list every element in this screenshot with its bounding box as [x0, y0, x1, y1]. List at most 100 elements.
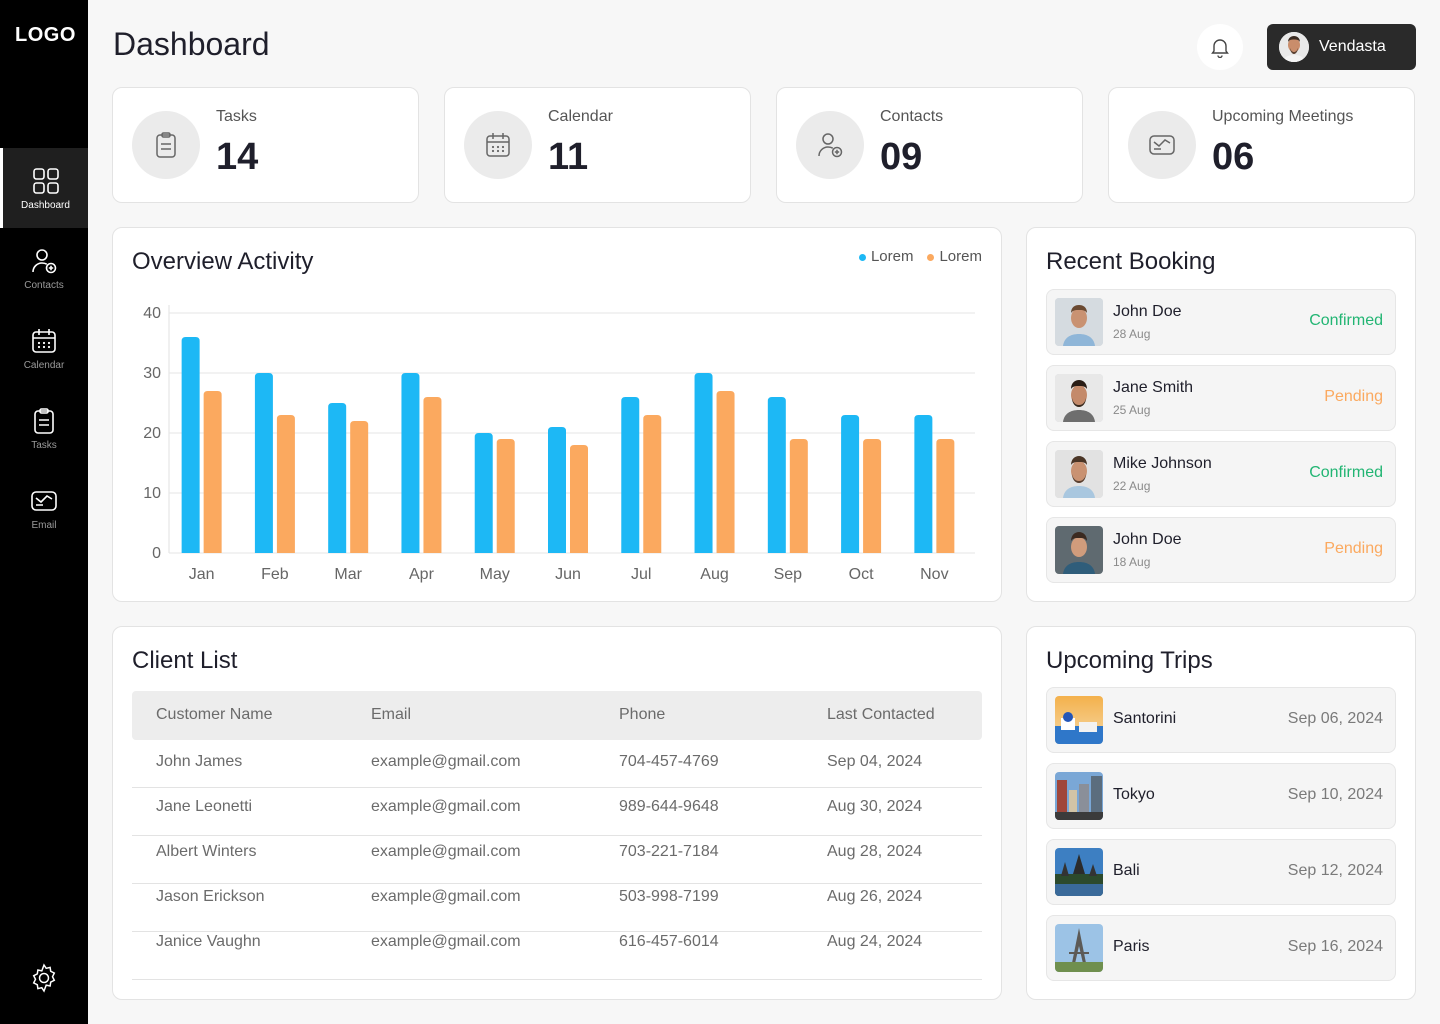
client-list-title: Client List: [132, 647, 238, 674]
table-row[interactable]: Jason Erickson example@gmail.com 503-998…: [132, 884, 982, 932]
x-tick-label: Jun: [555, 566, 581, 583]
cell-name: Jason Erickson: [156, 888, 265, 905]
sidebar-item-contacts[interactable]: Contacts: [0, 228, 88, 308]
table-row[interactable]: Jane Leonetti example@gmail.com 989-644-…: [132, 788, 982, 836]
cell-name: Janice Vaughn: [156, 933, 261, 950]
stat-card-calendar[interactable]: Calendar 11: [444, 87, 751, 203]
stat-card-meetings[interactable]: Upcoming Meetings 06: [1108, 87, 1415, 203]
cell-name: Albert Winters: [156, 843, 257, 860]
bar-series-2: [496, 439, 515, 553]
trip-item[interactable]: Bali Sep 12, 2024: [1046, 839, 1396, 905]
sidebar-item-dashboard[interactable]: Dashboard: [0, 148, 88, 228]
bar-series-1: [914, 415, 933, 553]
sidebar: LOGO Dashboard Contacts Calendar Tasks: [0, 0, 88, 1024]
bar-series-2: [789, 439, 808, 553]
status-badge: Confirmed: [1309, 312, 1383, 329]
y-tick-label: 40: [143, 305, 161, 322]
bar-series-1: [181, 337, 200, 553]
trips-title: Upcoming Trips: [1046, 647, 1213, 674]
stat-label: Upcoming Meetings: [1212, 108, 1354, 125]
booking-name: Jane Smith: [1113, 379, 1194, 396]
contacts-icon: [32, 248, 57, 273]
y-tick-label: 30: [143, 365, 161, 382]
avatar: [1279, 32, 1309, 62]
booking-date: 22 Aug: [1113, 479, 1151, 493]
trip-date: Sep 06, 2024: [1287, 710, 1383, 727]
column-header[interactable]: Phone: [619, 706, 666, 723]
bar-series-1: [401, 373, 420, 553]
y-tick-label: 10: [143, 485, 161, 502]
gear-icon[interactable]: [28, 962, 60, 994]
booking-item[interactable]: John Doe 28 Aug Confirmed: [1046, 289, 1396, 355]
overview-activity-card: Overview Activity Lorem Lorem 0 10 20 30 40 J…: [112, 227, 1002, 602]
overview-title: Overview Activity: [132, 248, 314, 275]
trip-name: Paris: [1113, 938, 1150, 955]
table-row[interactable]: Albert Winters example@gmail.com 703-221…: [132, 836, 982, 884]
cell-email: example@gmail.com: [371, 933, 521, 950]
logo[interactable]: LOGO: [15, 24, 76, 46]
cell-last-contacted: Aug 30, 2024: [827, 798, 923, 815]
booking-item[interactable]: John Doe 18 Aug Pending: [1046, 517, 1396, 583]
bar-series-2: [350, 421, 369, 553]
table-row[interactable]: Janice Vaughn example@gmail.com 616-457-…: [132, 932, 982, 980]
x-tick-label: Feb: [261, 566, 289, 583]
booking-date: 18 Aug: [1113, 555, 1151, 569]
booking-name: Mike Johnson: [1113, 455, 1212, 472]
cell-email: example@gmail.com: [371, 888, 521, 905]
trip-item[interactable]: Paris Sep 16, 2024: [1046, 915, 1396, 981]
bar-series-2: [643, 415, 662, 553]
booking-item[interactable]: Jane Smith 25 Aug Pending: [1046, 365, 1396, 431]
cell-phone: 703-221-7184: [619, 843, 719, 860]
cell-name: Jane Leonetti: [156, 798, 253, 815]
bar-series-2: [863, 439, 882, 553]
cell-last-contacted: Aug 24, 2024: [827, 933, 923, 950]
trip-name: Tokyo: [1113, 786, 1155, 803]
cell-last-contacted: Aug 26, 2024: [827, 888, 923, 905]
cell-email: example@gmail.com: [371, 798, 521, 815]
stat-card-contacts[interactable]: Contacts 09: [776, 87, 1083, 203]
cell-email: example@gmail.com: [371, 753, 521, 770]
stat-label: Tasks: [216, 108, 257, 125]
trip-item[interactable]: Tokyo Sep 10, 2024: [1046, 763, 1396, 829]
notification-button[interactable]: [1197, 24, 1243, 70]
sidebar-item-tasks[interactable]: Tasks: [0, 388, 88, 468]
recent-booking-card: Recent Booking John Doe 28 Aug Confirmed…: [1026, 227, 1416, 602]
sidebar-item-label: Email: [31, 519, 57, 531]
booking-date: 25 Aug: [1113, 403, 1151, 417]
bar-series-1: [841, 415, 860, 553]
trip-item[interactable]: Santorini Sep 06, 2024: [1046, 687, 1396, 753]
bar-series-2: [716, 391, 735, 553]
bar-series-1: [621, 397, 640, 553]
x-tick-label: Jan: [189, 566, 215, 583]
sidebar-item-calendar[interactable]: Calendar: [0, 308, 88, 388]
stat-card-tasks[interactable]: Tasks 14: [112, 87, 419, 203]
add-user-icon: [796, 111, 864, 179]
cell-phone: 503-998-7199: [619, 888, 719, 905]
booking-name: John Doe: [1113, 303, 1182, 320]
booking-item[interactable]: Mike Johnson 22 Aug Confirmed: [1046, 441, 1396, 507]
y-tick-label: 20: [143, 425, 161, 442]
sidebar-item-label: Contacts: [24, 279, 64, 291]
sidebar-item-email[interactable]: Email: [0, 468, 88, 548]
trip-name: Bali: [1113, 862, 1140, 879]
user-menu-button[interactable]: Vendasta: [1267, 24, 1416, 70]
stat-label: Contacts: [880, 108, 944, 125]
column-header[interactable]: Email: [371, 706, 412, 723]
x-tick-label: Mar: [334, 566, 362, 583]
clipboard-icon: [132, 111, 200, 179]
cell-phone: 704-457-4769: [619, 753, 719, 770]
bar-series-1: [694, 373, 713, 553]
table-row[interactable]: John James example@gmail.com 704-457-476…: [132, 740, 982, 788]
booking-title: Recent Booking: [1046, 248, 1216, 275]
bar-series-1: [767, 397, 786, 553]
avatar: [1055, 298, 1103, 346]
calendar-icon: [32, 328, 56, 353]
bar-series-2: [936, 439, 955, 553]
stat-value: 14: [216, 136, 259, 178]
column-header[interactable]: Customer Name: [156, 706, 273, 723]
cell-phone: 616-457-6014: [619, 933, 719, 950]
email-icon: [31, 490, 57, 511]
status-badge: Confirmed: [1309, 464, 1383, 481]
column-header[interactable]: Last Contacted: [827, 706, 935, 723]
cell-email: example@gmail.com: [371, 843, 521, 860]
